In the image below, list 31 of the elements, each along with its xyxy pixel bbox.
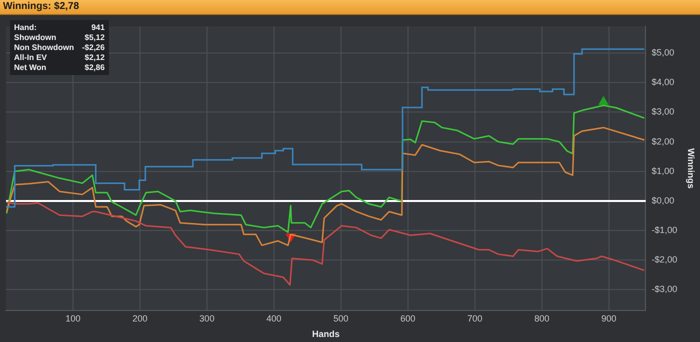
x-tick-label: 100 [65,313,80,324]
y-tick-label: $0,00 [652,195,674,206]
x-tick-label: 500 [333,313,348,324]
annotation: $2,86 [84,63,105,72]
y-tick-label: $2,00 [652,136,674,146]
y-tick-label: -$2,00 [652,254,678,265]
x-axis-title: Hands [312,329,340,340]
y-tick-label: $4,00 [652,77,674,88]
chart-title: Winnings: $2,78 [0,0,700,15]
y-tick-label: -$3,00 [652,284,678,294]
y-tick-label: -$1,00 [652,225,678,236]
x-tick-label: 900 [601,313,616,324]
annotation: Hand: [14,23,38,32]
annotation: Non Showdown [14,43,74,52]
x-tick-label: 200 [132,313,148,324]
annotation: $2,12 [84,53,105,62]
annotation: Net Won [14,63,48,72]
annotation: -$2,26 [82,43,105,52]
y-tick-label: $1,00 [652,166,674,176]
y-tick-label: $3,00 [652,106,674,117]
x-tick-label: 700 [467,313,482,324]
annotation: $5,12 [84,33,105,42]
annotation: All-In EV [14,53,48,62]
annotation: Showdown [14,33,58,42]
annotation: 941 [90,23,105,32]
x-tick-label: 300 [199,313,214,324]
y-axis-title: Winnings [686,148,696,189]
y-tick-label: $5,00 [652,48,674,58]
x-tick-label: 800 [534,313,550,324]
x-tick-label: 600 [400,313,416,324]
x-tick-label: 400 [266,313,282,324]
